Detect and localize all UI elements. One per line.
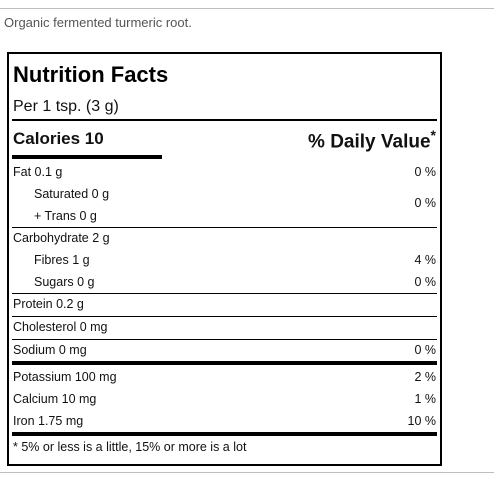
serving-size: Per 1 tsp. (3 g) xyxy=(13,98,119,115)
nutrient-row-sugars: Sugars 0 g 0 % xyxy=(13,272,436,292)
nutrition-facts-label: Nutrition Facts Per 1 tsp. (3 g) Calorie… xyxy=(7,52,442,466)
nutrient-pct: 0 % xyxy=(414,343,436,357)
nutrient-row-sodium: Sodium 0 mg 0 % xyxy=(13,340,436,360)
nutrient-name: Cholesterol 0 mg xyxy=(13,320,108,334)
nutrient-row-fibres: Fibres 1 g 4 % xyxy=(13,250,436,270)
nutrient-name: Calcium 10 mg xyxy=(13,392,97,406)
divider xyxy=(12,227,437,228)
nutrient-name: Potassium 100 mg xyxy=(13,370,117,384)
calories: Calories 10 xyxy=(13,129,104,148)
nutrient-row-trans: + Trans 0 g xyxy=(13,206,436,226)
divider xyxy=(12,293,437,294)
sat-trans-pct: 0 % xyxy=(414,196,436,210)
nutrient-pct: 0 % xyxy=(414,275,436,289)
divider xyxy=(12,339,437,340)
divider-heavy xyxy=(12,432,437,436)
daily-value-footnote: * 5% or less is a little, 15% or more is… xyxy=(13,440,247,454)
top-divider xyxy=(0,8,494,9)
nutrient-pct: 1 % xyxy=(414,392,436,406)
divider-heavy xyxy=(12,361,437,365)
divider xyxy=(12,316,437,317)
nutrient-name: + Trans 0 g xyxy=(34,209,97,223)
nutrient-name: Saturated 0 g xyxy=(34,187,110,201)
label-title: Nutrition Facts xyxy=(13,62,169,87)
nutrient-pct: 2 % xyxy=(414,370,436,384)
calories-bar xyxy=(12,155,162,159)
nutrient-row-protein: Protein 0.2 g xyxy=(13,294,436,314)
nutrient-row-cholesterol: Cholesterol 0 mg xyxy=(13,317,436,337)
nutrient-name: Fat 0.1 g xyxy=(13,165,63,179)
nutrient-row-potassium: Potassium 100 mg 2 % xyxy=(13,367,436,387)
nutrient-pct: 10 % xyxy=(407,414,437,428)
nutrient-name: Fibres 1 g xyxy=(34,253,90,267)
nutrient-row-saturated: Saturated 0 g xyxy=(13,184,436,204)
nutrient-pct: 0 % xyxy=(414,165,436,179)
divider xyxy=(12,119,437,121)
nutrient-row-carbohydrate: Carbohydrate 2 g xyxy=(13,228,436,248)
daily-value-asterisk: * xyxy=(430,127,436,143)
product-caption: Organic fermented turmeric root. xyxy=(4,15,192,30)
nutrient-name: Protein 0.2 g xyxy=(13,297,84,311)
nutrient-row-iron: Iron 1.75 mg 10 % xyxy=(13,411,436,431)
nutrient-name: Iron 1.75 mg xyxy=(13,414,84,428)
bottom-divider xyxy=(0,472,494,473)
daily-value-header: % Daily Value* xyxy=(308,127,436,153)
nutrient-name: Sodium 0 mg xyxy=(13,343,87,357)
daily-value-header-label: % Daily Value xyxy=(308,131,431,153)
nutrient-name: Carbohydrate 2 g xyxy=(13,231,110,245)
nutrient-name: Sugars 0 g xyxy=(34,275,95,289)
nutrient-row-fat: Fat 0.1 g 0 % xyxy=(13,162,436,182)
nutrient-pct: 4 % xyxy=(414,253,436,267)
nutrient-row-calcium: Calcium 10 mg 1 % xyxy=(13,389,436,409)
